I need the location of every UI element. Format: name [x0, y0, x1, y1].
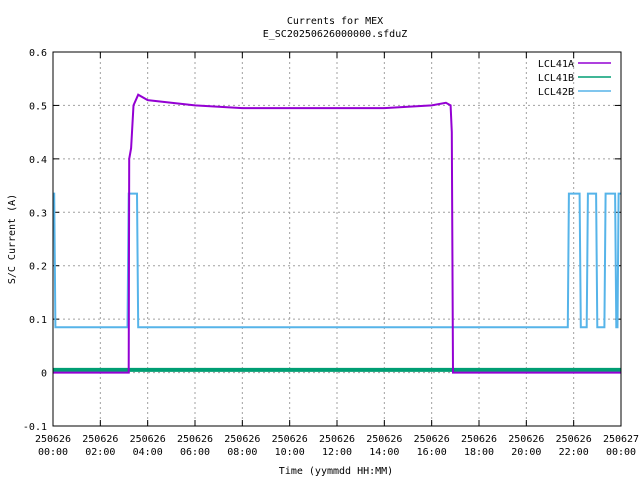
x-tick-label-time: 00:00: [606, 447, 636, 458]
x-tick-label-date: 250626: [414, 434, 450, 445]
legend-label: LCL41B: [538, 73, 574, 84]
x-tick-label-time: 00:00: [38, 447, 68, 458]
x-axis-label: Time (yymmdd HH:MM): [279, 466, 393, 477]
grid: [53, 52, 621, 426]
x-tick-label-time: 14:00: [369, 447, 399, 458]
y-tick-label: 0.4: [29, 155, 47, 166]
y-tick-label: 0.2: [29, 262, 47, 273]
x-tick-label-date: 250626: [319, 434, 355, 445]
x-tick-label-date: 250626: [508, 434, 544, 445]
x-tick-label-date: 250626: [35, 434, 71, 445]
y-tick-label: -0.1: [23, 422, 47, 433]
chart-subtitle: E_SC20250626000000.sfduZ: [263, 29, 408, 40]
x-tick-label-time: 22:00: [559, 447, 589, 458]
y-tick-label: 0.5: [29, 101, 47, 112]
series-line-lcl41a: [53, 93, 621, 374]
y-tick-label: 0.1: [29, 315, 47, 326]
x-tick-label-date: 250626: [82, 434, 118, 445]
y-tick-label: 0: [41, 369, 47, 380]
x-tick-label-date: 250626: [272, 434, 308, 445]
x-tick-label-date: 250626: [177, 434, 213, 445]
x-tick-label-time: 20:00: [511, 447, 541, 458]
legend: LCL41A LCL41B LCL42B: [538, 59, 611, 98]
chart-title: Currents for MEX: [287, 16, 383, 27]
x-tick-label-time: 04:00: [133, 447, 163, 458]
x-tick-label-date: 250626: [224, 434, 260, 445]
x-tick-label-date: 250627: [603, 434, 639, 445]
x-tick-label-time: 08:00: [227, 447, 257, 458]
x-tick-label-time: 16:00: [417, 447, 447, 458]
x-tick-label-time: 06:00: [180, 447, 210, 458]
x-tick-label-date: 250626: [130, 434, 166, 445]
plot-frame: [52, 51, 622, 427]
y-tick-label: 0.6: [29, 48, 47, 59]
y-tick-label: 0.3: [29, 208, 47, 219]
series-group: [53, 93, 621, 374]
y-axis-label: S/C Current (A): [7, 194, 18, 284]
legend-label: LCL41A: [538, 59, 574, 70]
x-axis: 250626 00:00 250626 02:00 250626 04:00 250626 0…: [35, 52, 639, 458]
x-tick-label-time: 18:00: [464, 447, 494, 458]
x-tick-label-date: 250626: [556, 434, 592, 445]
x-tick-label-time: 12:00: [322, 447, 352, 458]
x-tick-label-time: 02:00: [85, 447, 115, 458]
x-tick-label-date: 250626: [366, 434, 402, 445]
x-tick-label-date: 250626: [461, 434, 497, 445]
x-tick-label-time: 10:00: [275, 447, 305, 458]
legend-label: LCL42B: [538, 87, 574, 98]
